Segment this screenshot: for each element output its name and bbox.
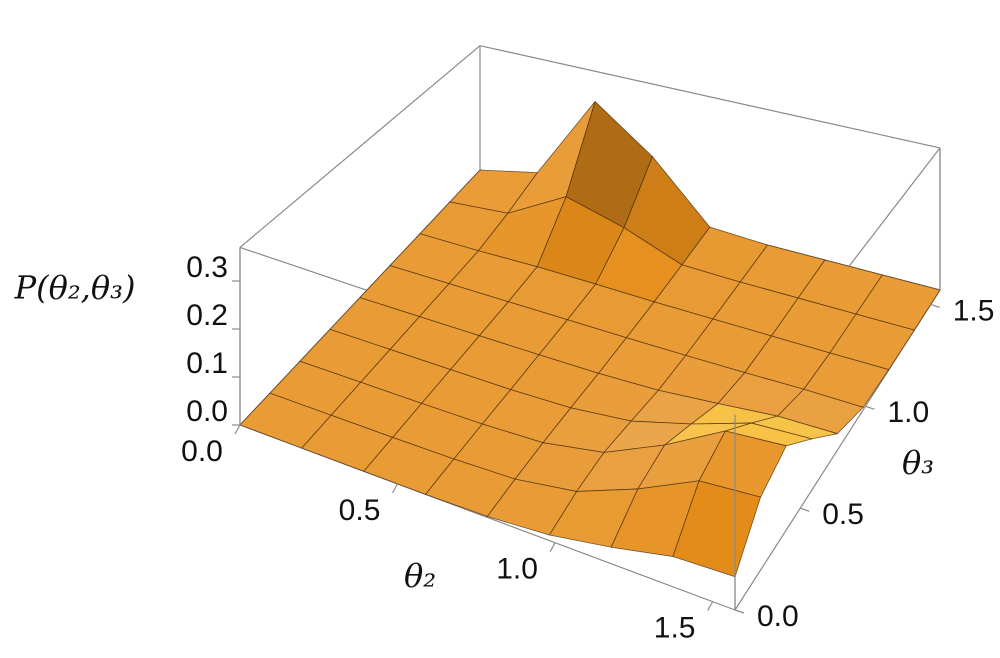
axes: 0.0 0.5 1.0 1.5 0.0 0.5 1.0 1.5 0.0 0.1 0.2 0.3: [181, 251, 994, 645]
x-tick-label: 0.0: [181, 435, 223, 468]
y-tick-label: 0.5: [822, 498, 864, 531]
surface-patch: [672, 480, 762, 578]
y-axis-label: θ₃: [902, 444, 934, 482]
z-tick-label: 0.3: [186, 251, 228, 284]
box-edge: [479, 45, 941, 149]
x-axis-label: θ₂: [404, 557, 436, 595]
y-tick-label: 0.0: [757, 600, 799, 633]
y-tick: [800, 507, 810, 512]
x-tick-label: 0.5: [339, 494, 381, 527]
x-tick-label: 1.0: [496, 553, 538, 586]
y-tick: [930, 303, 940, 309]
z-tick-label: 0.2: [186, 299, 228, 332]
y-tick-label: 1.0: [887, 396, 929, 429]
y-tick: [734, 609, 745, 614]
box-edge: [239, 45, 481, 248]
x-tick-label: 1.5: [654, 612, 696, 645]
z-tick-label: 0.1: [186, 347, 228, 380]
x-tick: [549, 542, 556, 553]
z-axis-label: P(θ₂,θ₃): [14, 269, 136, 307]
x-tick: [707, 601, 714, 611]
x-tick: [392, 483, 399, 494]
surface: [239, 100, 941, 578]
y-tick-label: 1.5: [953, 294, 995, 327]
z-tick-label: 0.0: [186, 395, 228, 428]
bounding-box: [239, 147, 941, 610]
x-tick: [234, 424, 241, 435]
y-tick: [865, 405, 875, 410]
